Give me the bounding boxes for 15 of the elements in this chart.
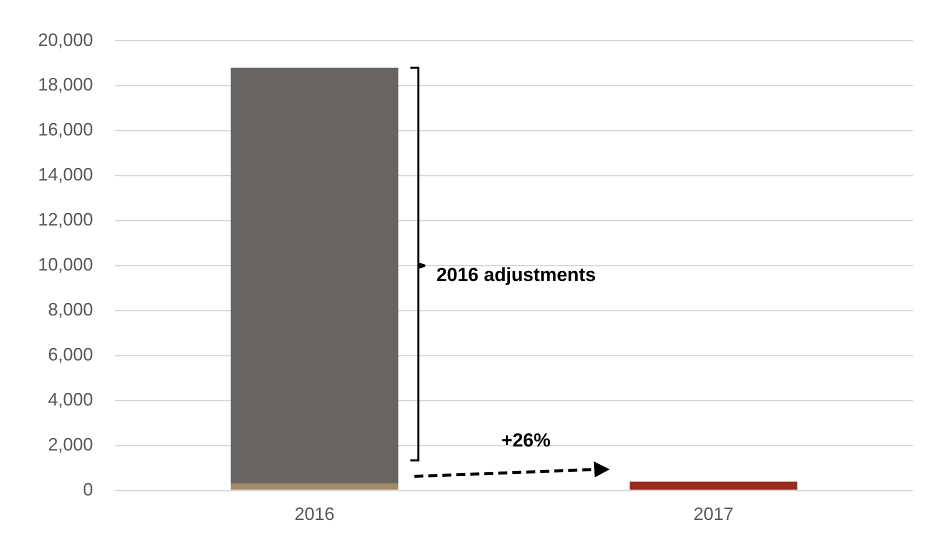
y-tick-label: 12,000	[38, 210, 94, 230]
x-tick-label: 2016	[294, 504, 335, 524]
y-tick-label: 14,000	[38, 164, 94, 185]
y-tick-label: 6,000	[48, 344, 94, 364]
y-tick-label: 16,000	[38, 120, 94, 140]
annotation: +26%	[501, 430, 551, 452]
annotation: 2016 adjustments	[436, 264, 596, 286]
y-tick-label: 8,000	[48, 300, 94, 320]
x-tick-label: 2017	[693, 504, 734, 524]
y-tick-label: 18,000	[38, 74, 94, 95]
y-tick-label: 0	[83, 479, 94, 500]
y-tick-label: 20,000	[38, 30, 94, 50]
y-tick-label: 2,000	[48, 434, 94, 454]
y-tick-label: 10,000	[38, 254, 94, 275]
y-tick-label: 4,000	[48, 389, 94, 410]
